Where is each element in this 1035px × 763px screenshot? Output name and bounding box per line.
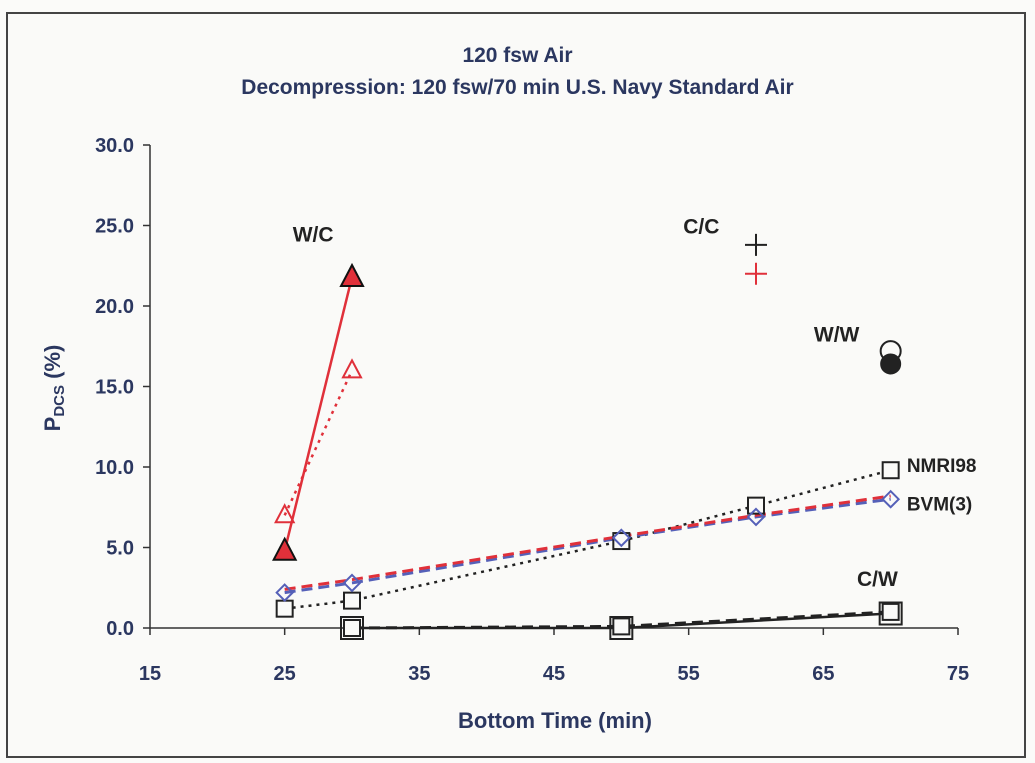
annotation-label: BVM(3) xyxy=(907,494,972,515)
axes: 0.0 5.0 10.0 15.0 20.0 25.0 30.0 15 25 35 45 55 65 75 xyxy=(95,135,969,685)
annotation-label: W/W xyxy=(814,323,860,346)
annotations: W/C C/C W/W NMRI98 BVM(3) C/W xyxy=(293,216,977,592)
series-line xyxy=(351,610,891,630)
data-point-triangle-open xyxy=(341,358,363,379)
series-line xyxy=(283,369,354,516)
data-point-triangle-filled xyxy=(339,262,365,288)
y-label-tail: (%) xyxy=(40,345,65,385)
data-point-square-open xyxy=(881,602,900,621)
annotation-label: C/W xyxy=(857,568,898,591)
x-tick-label: 65 xyxy=(812,663,834,685)
series-markers xyxy=(272,233,903,640)
series-line xyxy=(283,276,354,552)
data-point-square-open xyxy=(343,619,361,637)
x-tick-label: 75 xyxy=(947,663,969,685)
series-lines xyxy=(283,276,891,630)
data-point-square-frame xyxy=(609,616,634,640)
annotation-label: W/C xyxy=(293,224,334,247)
chart-frame xyxy=(6,12,1026,758)
x-tick-label: 15 xyxy=(139,663,161,685)
y-tick-label: 5.0 xyxy=(106,538,134,560)
data-point-square-open xyxy=(275,599,294,618)
y-label-sub: DCS xyxy=(51,385,68,417)
x-axis-label: Bottom Time (min) xyxy=(458,708,652,733)
y-tick-label: 25.0 xyxy=(95,216,134,238)
data-point-plus xyxy=(745,233,767,256)
data-point-square-frame xyxy=(340,616,364,640)
y-label-main: P xyxy=(40,417,65,432)
series-line xyxy=(284,469,891,610)
x-tick-label: 45 xyxy=(543,663,565,685)
x-tick-label: 55 xyxy=(678,663,700,685)
y-tick-label: 10.0 xyxy=(95,457,134,479)
data-point-circle-filled xyxy=(880,353,902,375)
data-point-diamond-open xyxy=(881,489,901,509)
data-point-diamond-open xyxy=(342,573,362,593)
annotation-label: NMRI98 xyxy=(907,456,977,477)
data-point-square-open xyxy=(881,461,900,480)
y-tick-label: 30.0 xyxy=(95,135,134,157)
annotation-label: C/C xyxy=(683,216,719,239)
x-tick-label: 25 xyxy=(274,663,296,685)
y-tick-label: 20.0 xyxy=(95,296,134,318)
series-line xyxy=(284,497,891,595)
y-axis-label: PDCS (%) xyxy=(40,345,68,432)
data-point-square-open xyxy=(612,617,631,636)
data-point-diamond-open xyxy=(611,528,631,548)
y-tick-label: 15.0 xyxy=(95,377,134,399)
data-point-square-open xyxy=(343,591,361,610)
data-point-diamond-open xyxy=(275,583,295,602)
data-point-diamond-open xyxy=(746,507,766,527)
data-point-square-open xyxy=(612,532,631,551)
x-tick-label: 35 xyxy=(408,663,430,685)
data-point-plus xyxy=(745,262,767,285)
chart-title: 120 fsw Air xyxy=(462,44,573,67)
data-point-triangle-filled xyxy=(272,536,298,561)
series-line xyxy=(284,494,891,591)
data-point-square-frame xyxy=(878,601,903,626)
y-tick-label: 0.0 xyxy=(106,618,134,640)
data-point-triangle-open xyxy=(274,503,296,524)
chart-subtitle: Decompression: 120 fsw/70 min U.S. Navy … xyxy=(241,76,794,99)
data-point-square-open xyxy=(747,496,765,515)
